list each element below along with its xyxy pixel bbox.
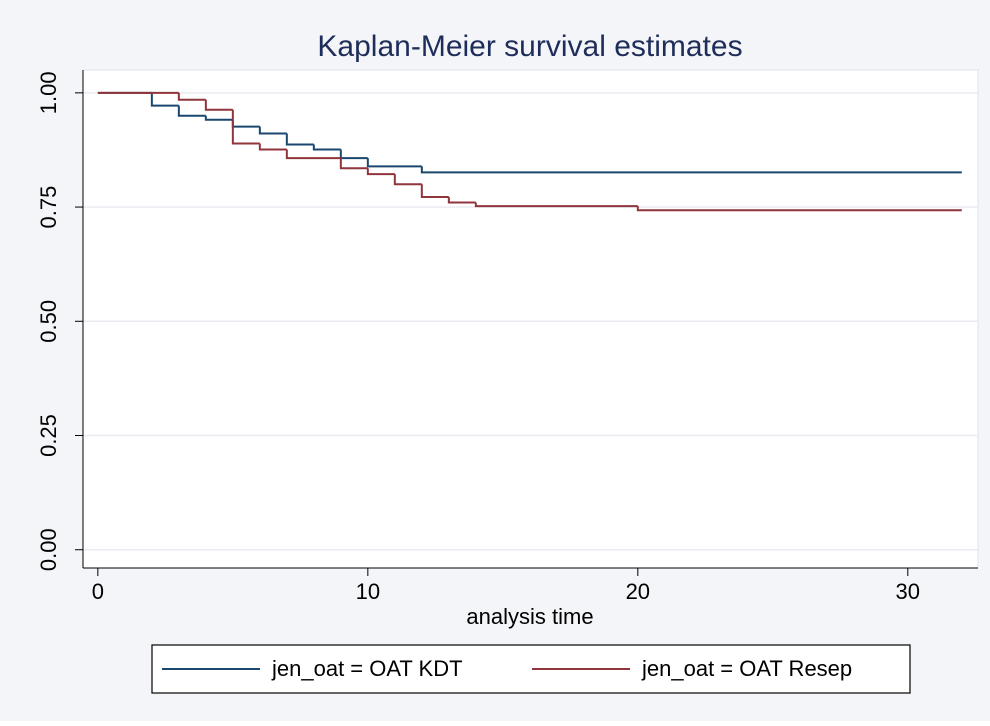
x-tick-label: 10: [356, 579, 380, 604]
y-tick-label: 0.50: [36, 300, 61, 343]
x-tick-label: 20: [626, 579, 650, 604]
y-tick-label: 0.25: [36, 414, 61, 457]
y-tick-label: 1.00: [36, 71, 61, 114]
y-tick-label: 0.00: [36, 528, 61, 571]
x-tick-label: 0: [92, 579, 104, 604]
x-axis-label: analysis time: [466, 604, 593, 629]
chart: Kaplan-Meier survival estimates analysis…: [0, 0, 990, 721]
legend-label: jen_oat = OAT KDT: [271, 656, 463, 681]
plot-area: [83, 70, 978, 568]
legend-label: jen_oat = OAT Resep: [641, 656, 852, 681]
y-tick-label: 0.75: [36, 186, 61, 229]
chart-title: Kaplan-Meier survival estimates: [317, 30, 742, 63]
page: Kaplan-Meier survival estimates analysis…: [0, 0, 990, 726]
x-tick-label: 30: [896, 579, 920, 604]
